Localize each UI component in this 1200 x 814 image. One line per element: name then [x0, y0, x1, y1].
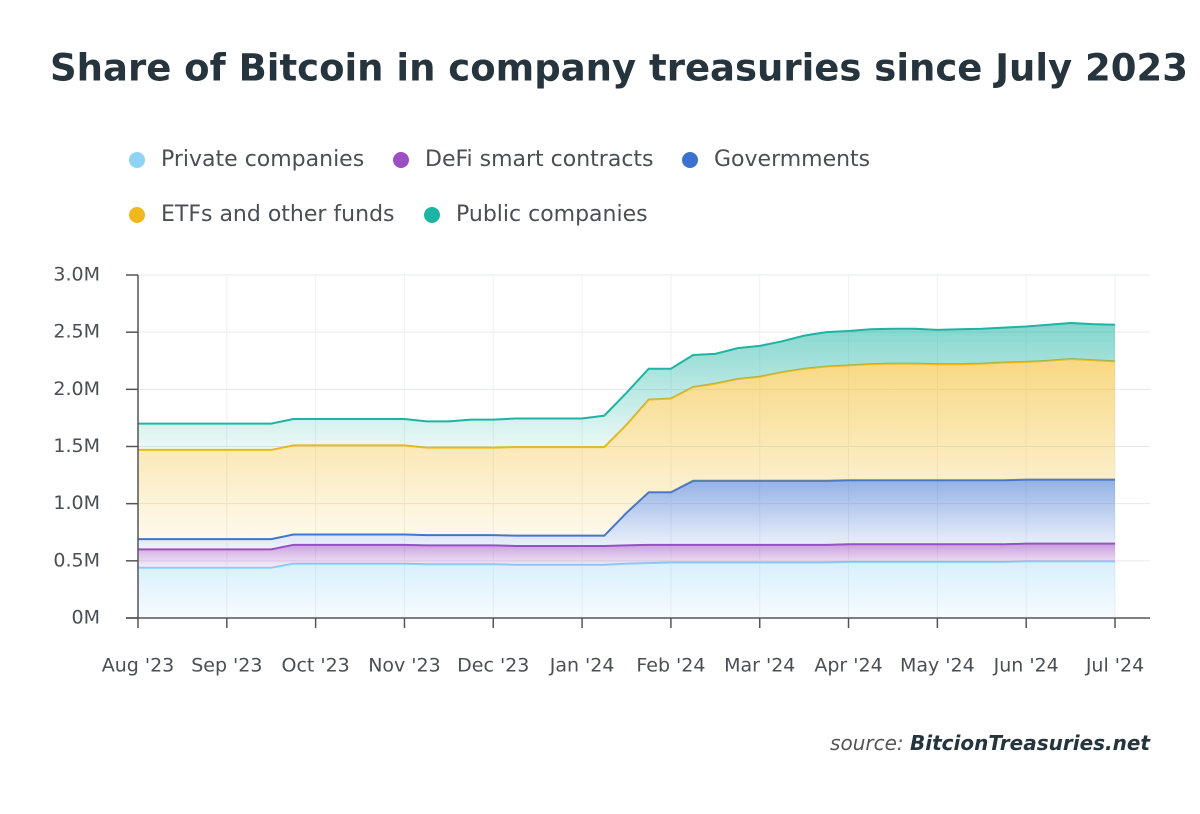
legend-label: Private companies [161, 147, 364, 172]
x-tick-label: Nov '23 [368, 655, 441, 677]
legend-label: Govermments [714, 147, 870, 172]
area-line [138, 560, 1115, 569]
x-tick-label: Apr '24 [814, 655, 882, 677]
x-tick-label: May '24 [900, 655, 975, 677]
x-tick-label: Jun '24 [993, 655, 1059, 677]
legend-marker [393, 152, 409, 168]
x-tick-label: Jan '24 [549, 655, 615, 677]
y-tick-label: 0.5M [53, 549, 100, 571]
x-tick-label: Jul '24 [1085, 655, 1144, 677]
y-tick-label: 2.0M [53, 378, 100, 400]
legend-marker [129, 152, 145, 168]
area [138, 561, 1115, 618]
y-tick-label: 1.5M [53, 435, 100, 457]
legend-marker [682, 152, 698, 168]
area-line [138, 322, 1116, 425]
legend-marker [424, 207, 440, 223]
y-tick-label: 1.0M [53, 492, 100, 514]
x-tick-label: Mar '24 [724, 655, 795, 677]
source: source: BitcionTreasuries.net [830, 731, 1151, 755]
source-name: BitcionTreasuries.net [910, 731, 1151, 755]
x-tick-label: Oct '23 [281, 655, 349, 677]
legend-label: DeFi smart contracts [425, 147, 654, 172]
legend-label: ETFs and other funds [161, 202, 395, 227]
legend-marker [129, 207, 145, 223]
legend-label: Public companies [456, 202, 648, 227]
area [138, 359, 1115, 540]
y-tick-label: 0M [72, 607, 100, 629]
x-tick-label: Sep '23 [191, 655, 262, 677]
x-tick-label: Aug '23 [102, 655, 175, 677]
x-tick-label: Feb '24 [636, 655, 705, 677]
x-tick-label: Dec '23 [457, 655, 529, 677]
area [138, 323, 1115, 450]
area [138, 479, 1115, 550]
chart-title: Share of Bitcoin in company treasuries s… [50, 47, 1188, 90]
y-tick-label: 2.5M [53, 321, 100, 343]
y-tick-label: 3.0M [53, 264, 100, 286]
area [138, 543, 1115, 568]
source-label: source: [830, 731, 904, 755]
